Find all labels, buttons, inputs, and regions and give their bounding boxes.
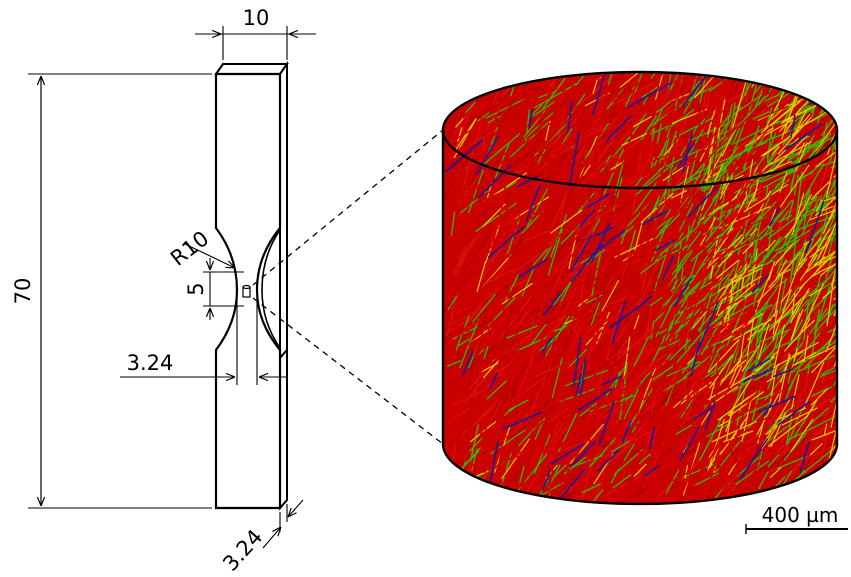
scale-bar: 400 µm <box>745 503 848 534</box>
dim-thickness-label: 3.24 <box>218 525 267 576</box>
zoom-connector-lines <box>252 129 444 445</box>
fiber-volume-cylinder <box>441 70 839 506</box>
scale-bar-label: 400 µm <box>762 503 839 527</box>
dim-gauge-width-label: 3.24 <box>127 351 174 375</box>
dim-gauge-length-label: 5 <box>184 282 208 295</box>
dimension-lines <box>28 26 316 549</box>
dim-width-label: 10 <box>243 6 270 30</box>
specimen-drawing <box>214 60 289 511</box>
dim-radius-label: R10 <box>166 226 213 270</box>
sample-cylinder-icon <box>242 284 251 298</box>
dim-length-label: 70 <box>11 278 35 305</box>
